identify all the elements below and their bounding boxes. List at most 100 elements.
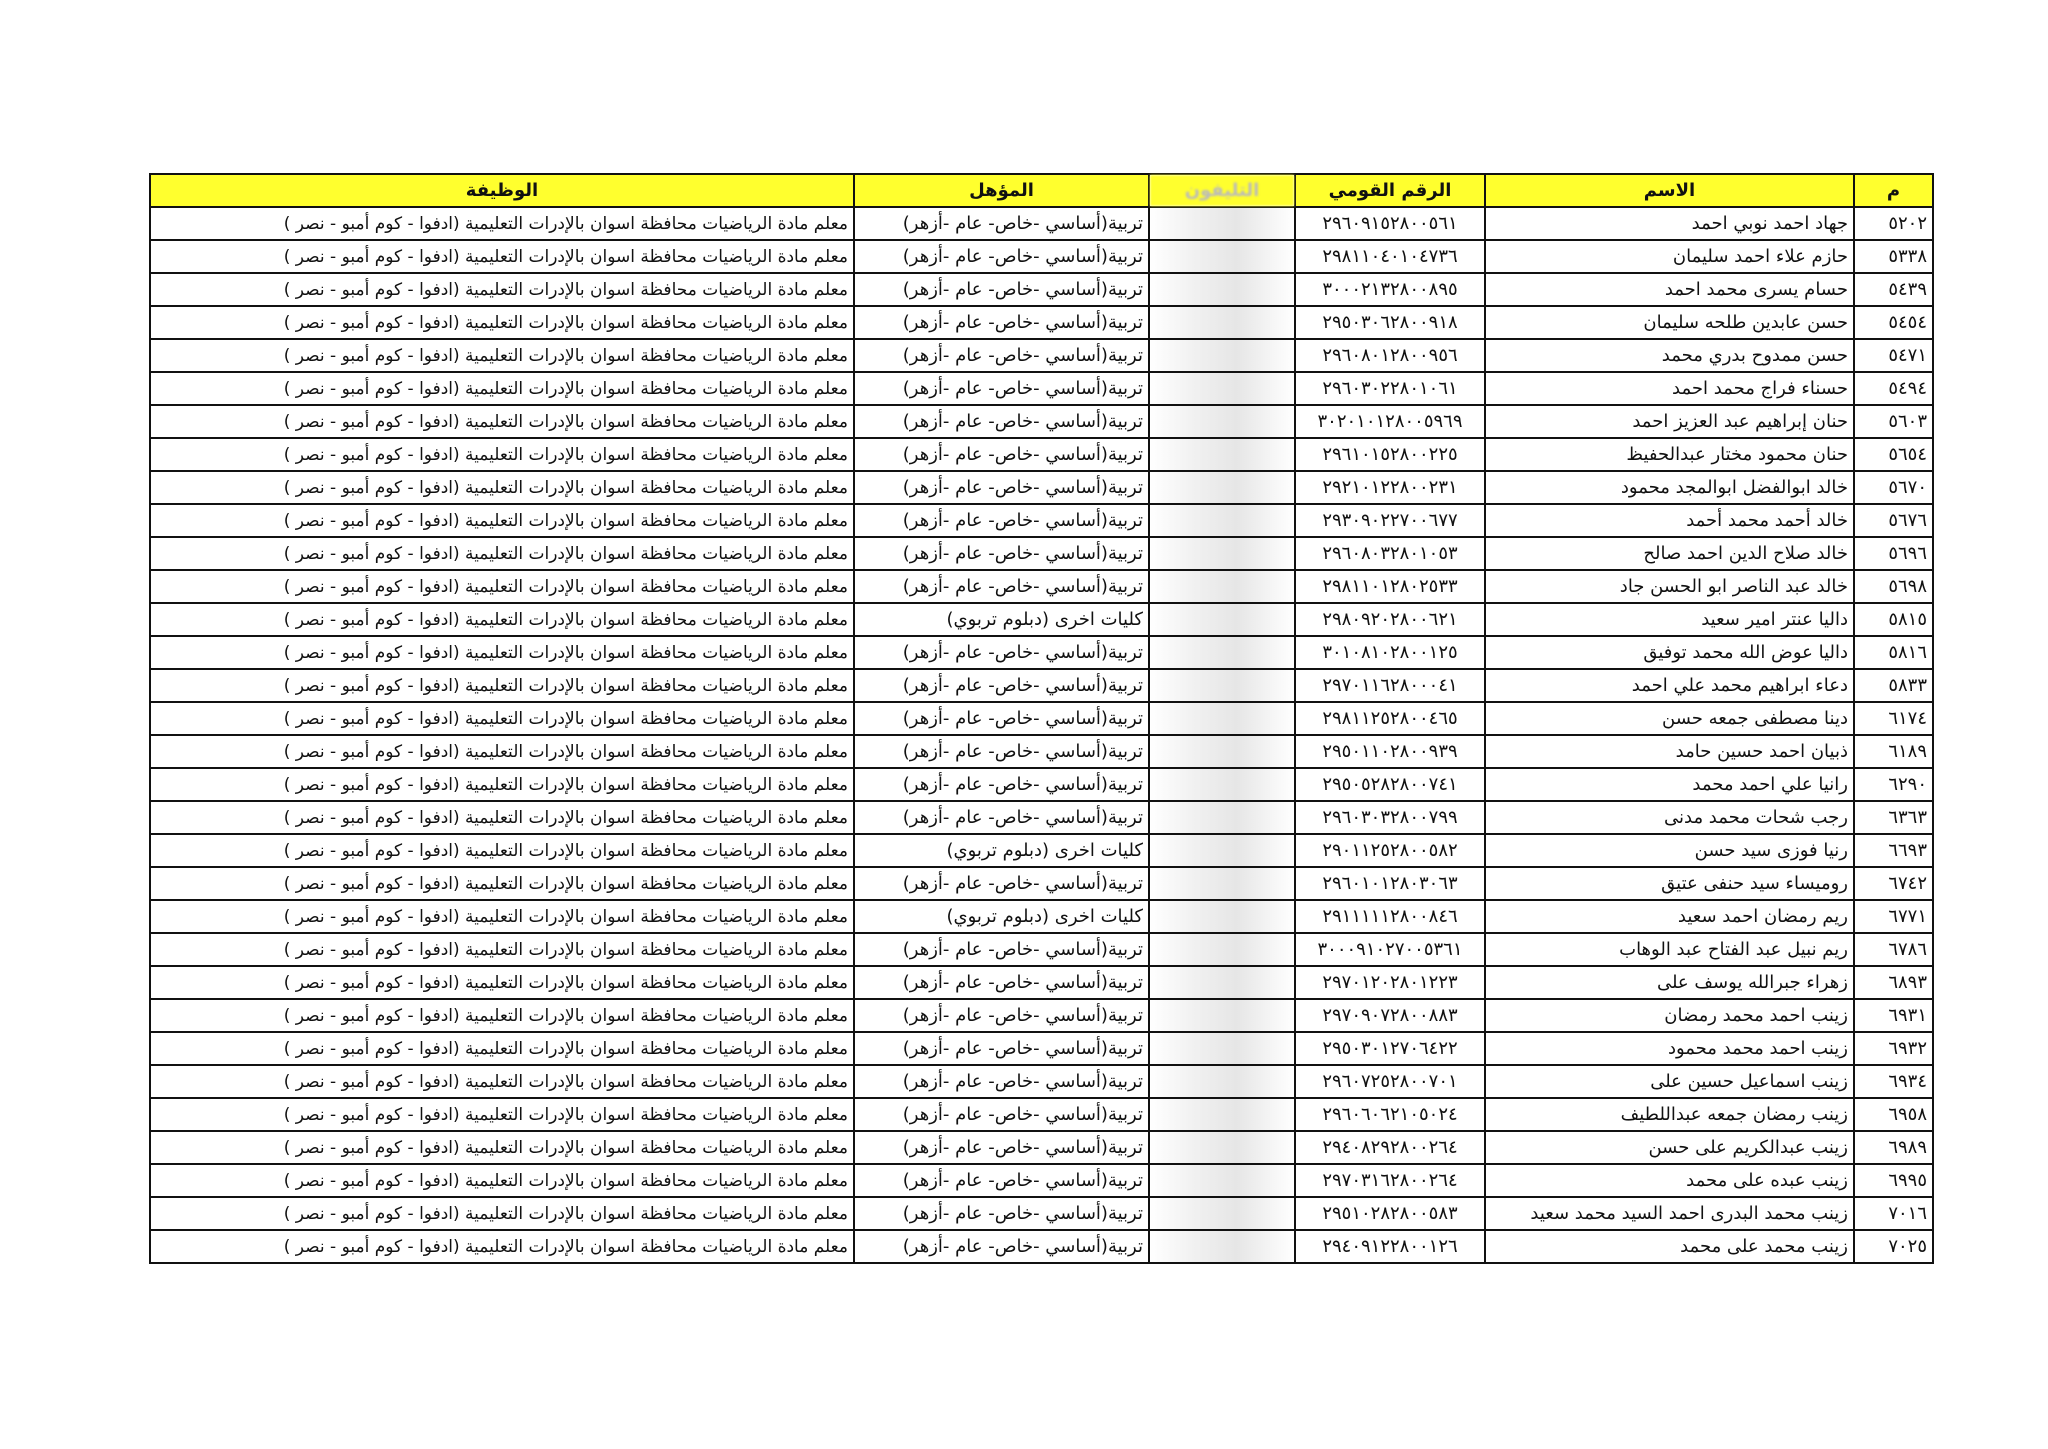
qualification-cell: تربية(أساسي -خاص- عام -أزهر) — [853, 569, 1150, 604]
national-id-cell: ٢٩٦٠٦٠٦٢١٠٥٠٢٤ — [1294, 1097, 1486, 1132]
job-cell: معلم مادة الرياضيات محافظة اسوان بالإدرا… — [149, 1031, 855, 1066]
qualification-cell: تربية(أساسي -خاص- عام -أزهر) — [853, 1031, 1150, 1066]
national-id-cell: ٢٩٥٠٥٢٨٢٨٠٠٧٤١ — [1294, 767, 1486, 802]
national-id-cell: ٢٩٦٠٣٠٣٢٨٠٠٧٩٩ — [1294, 800, 1486, 835]
table-row: ٥٦٩٦ خالد صلاح الدين احمد صالح ٢٩٦٠٨٠٣٢٨٠١… — [149, 536, 1934, 571]
phone-cell-redacted — [1148, 668, 1296, 703]
phone-cell-redacted — [1148, 569, 1296, 604]
national-id-cell: ٢٩٦٠٩١٥٢٨٠٠٥٦١ — [1294, 206, 1486, 241]
phone-cell-redacted — [1148, 1097, 1296, 1132]
name-cell: زهراء جبرالله يوسف على — [1484, 965, 1855, 1000]
name-cell: حسن عابدين طلحه سليمان — [1484, 305, 1855, 340]
index-cell: ٥٦٩٨ — [1853, 569, 1934, 604]
phone-cell-redacted — [1148, 932, 1296, 967]
job-cell: معلم مادة الرياضيات محافظة اسوان بالإدرا… — [149, 800, 855, 835]
table-body: ٥٢٠٢ جهاد احمد نوبي احمد ٢٩٦٠٩١٥٢٨٠٠٥٦١ ترب… — [149, 206, 1934, 1264]
job-cell: معلم مادة الرياضيات محافظة اسوان بالإدرا… — [149, 1064, 855, 1099]
index-cell: ٦٩٨٩ — [1853, 1130, 1934, 1165]
national-id-cell: ٢٩٥٠٣٠٦٢٨٠٠٩١٨ — [1294, 305, 1486, 340]
national-id-header: الرقم القومي — [1294, 173, 1486, 208]
name-cell: زينب عبدالكريم على حسن — [1484, 1130, 1855, 1165]
job-cell: معلم مادة الرياضيات محافظة اسوان بالإدرا… — [149, 470, 855, 505]
index-cell: ٦٩٥٨ — [1853, 1097, 1934, 1132]
table-row: ٧٠١٦ زينب محمد البدرى احمد السيد محمد سعي… — [149, 1196, 1934, 1231]
table-row: ٥٦٩٨ خالد عبد الناصر ابو الحسن جاد ٢٩٨١١٠١… — [149, 569, 1934, 604]
name-cell: رجب شحات محمد مدنى — [1484, 800, 1855, 835]
national-id-cell: ٢٩٥١٠٢٨٢٨٠٠٥٨٣ — [1294, 1196, 1486, 1231]
index-cell: ٥٦٧٦ — [1853, 503, 1934, 538]
index-cell: ٥٨٣٣ — [1853, 668, 1934, 703]
name-cell: داليا عنتر امير سعيد — [1484, 602, 1855, 637]
national-id-cell: ٢٩٧٠١٢٠٢٨٠١٢٢٣ — [1294, 965, 1486, 1000]
table-row: ٥٤٩٤ حسناء فراج محمد احمد ٢٩٦٠٣٠٢٢٨٠١٠٦١ تر… — [149, 371, 1934, 406]
table-row: ٦٩٣١ زينب احمد محمد رمضان ٢٩٧٠٩٠٧٢٨٠٠٨٨٣ تر… — [149, 998, 1934, 1033]
name-cell: حنان إبراهيم عبد العزيز احمد — [1484, 404, 1855, 439]
phone-cell-redacted — [1148, 404, 1296, 439]
index-cell: ٥٤٩٤ — [1853, 371, 1934, 406]
phone-cell-redacted — [1148, 1031, 1296, 1066]
national-id-cell: ٢٩٦٠٨٠٣٢٨٠١٠٥٣ — [1294, 536, 1486, 571]
table-row: ٥٦٥٤ حنان محمود مختار عبدالحفيظ ٢٩٦١٠١٥٢٨٠… — [149, 437, 1934, 472]
qualification-cell: تربية(أساسي -خاص- عام -أزهر) — [853, 800, 1150, 835]
candidates-table: م الاسم الرقم القومي التليفون المؤهل الوظيفة … — [149, 173, 1934, 1264]
job-cell: معلم مادة الرياضيات محافظة اسوان بالإدرا… — [149, 338, 855, 373]
table-row: ٥٦٧٦ خالد أحمد محمد أحمد ٢٩٣٠٩٠٢٢٧٠٠٦٧٧ ترب… — [149, 503, 1934, 538]
phone-cell-redacted — [1148, 338, 1296, 373]
job-cell: معلم مادة الرياضيات محافظة اسوان بالإدرا… — [149, 965, 855, 1000]
job-cell: معلم مادة الرياضيات محافظة اسوان بالإدرا… — [149, 932, 855, 967]
job-cell: معلم مادة الرياضيات محافظة اسوان بالإدرا… — [149, 866, 855, 901]
job-cell: معلم مادة الرياضيات محافظة اسوان بالإدرا… — [149, 272, 855, 307]
job-cell: معلم مادة الرياضيات محافظة اسوان بالإدرا… — [149, 404, 855, 439]
qualification-cell: تربية(أساسي -خاص- عام -أزهر) — [853, 1130, 1150, 1165]
index-cell: ٥٣٣٨ — [1853, 239, 1934, 274]
table-row: ٦٧٨٦ ريم نبيل عبد الفتاح عبد الوهاب ٣٠٠٠٩١… — [149, 932, 1934, 967]
name-cell: روميساء سيد حنفى عتيق — [1484, 866, 1855, 901]
name-cell: جهاد احمد نوبي احمد — [1484, 206, 1855, 241]
phone-cell-redacted — [1148, 767, 1296, 802]
qualification-cell: كليات اخرى (دبلوم تربوي) — [853, 602, 1150, 637]
index-cell: ٥٤٧١ — [1853, 338, 1934, 373]
job-cell: معلم مادة الرياضيات محافظة اسوان بالإدرا… — [149, 998, 855, 1033]
table-row: ٦٧٤٢ روميساء سيد حنفى عتيق ٢٩٦٠١٠١٢٨٠٣٠٦٣ ت… — [149, 866, 1934, 901]
phone-cell-redacted — [1148, 239, 1296, 274]
table-row: ٦٢٩٠ رانيا علي احمد محمد ٢٩٥٠٥٢٨٢٨٠٠٧٤١ ترب… — [149, 767, 1934, 802]
index-cell: ٦٧٤٢ — [1853, 866, 1934, 901]
qualification-cell: تربية(أساسي -خاص- عام -أزهر) — [853, 470, 1150, 505]
table-row: ٥٣٣٨ حازم علاء احمد سليمان ٢٩٨١١٠٤٠١٠٤٧٣٦ ت… — [149, 239, 1934, 274]
qualification-cell: تربية(أساسي -خاص- عام -أزهر) — [853, 239, 1150, 274]
index-cell: ٥٦٠٣ — [1853, 404, 1934, 439]
phone-cell-redacted — [1148, 371, 1296, 406]
phone-cell-redacted — [1148, 272, 1296, 307]
name-cell: زينب اسماعيل حسين على — [1484, 1064, 1855, 1099]
table-row: ٥٦٧٠ خالد ابوالفضل ابوالمجد محمود ٢٩٢١٠١٢٢… — [149, 470, 1934, 505]
name-cell: دعاء ابراهيم محمد علي احمد — [1484, 668, 1855, 703]
qualification-cell: تربية(أساسي -خاص- عام -أزهر) — [853, 734, 1150, 769]
qualification-cell: تربية(أساسي -خاص- عام -أزهر) — [853, 272, 1150, 307]
job-cell: معلم مادة الرياضيات محافظة اسوان بالإدرا… — [149, 602, 855, 637]
table-row: ٦٩٩٥ زينب عبده على محمد ٢٩٧٠٣١٦٢٨٠٠٢٦٤ تربي… — [149, 1163, 1934, 1198]
table-row: ٥٨١٦ داليا عوض الله محمد توفيق ٣٠١٠٨١٠٢٨٠٠… — [149, 635, 1934, 670]
phone-cell-redacted — [1148, 437, 1296, 472]
phone-cell-redacted — [1148, 998, 1296, 1033]
national-id-cell: ٢٩٥٠١١٠٢٨٠٠٩٣٩ — [1294, 734, 1486, 769]
job-cell: معلم مادة الرياضيات محافظة اسوان بالإدرا… — [149, 371, 855, 406]
national-id-cell: ٢٩٨١١٢٥٢٨٠٠٤٦٥ — [1294, 701, 1486, 736]
qualification-cell: تربية(أساسي -خاص- عام -أزهر) — [853, 1229, 1150, 1264]
phone-cell-redacted — [1148, 866, 1296, 901]
phone-cell-redacted — [1148, 734, 1296, 769]
phone-cell-redacted — [1148, 1130, 1296, 1165]
qualification-cell: تربية(أساسي -خاص- عام -أزهر) — [853, 866, 1150, 901]
phone-cell-redacted — [1148, 503, 1296, 538]
national-id-cell: ٢٩٨١١٠٤٠١٠٤٧٣٦ — [1294, 239, 1486, 274]
name-cell: زينب احمد محمد رمضان — [1484, 998, 1855, 1033]
name-cell: حسن ممدوح بدري محمد — [1484, 338, 1855, 373]
name-cell: خالد أحمد محمد أحمد — [1484, 503, 1855, 538]
index-cell: ٦٢٩٠ — [1853, 767, 1934, 802]
national-id-cell: ٢٩٣٠٩٠٢٢٧٠٠٦٧٧ — [1294, 503, 1486, 538]
national-id-cell: ٢٩٨١١٠١٢٨٠٢٥٣٣ — [1294, 569, 1486, 604]
table-row: ٦٩٣٤ زينب اسماعيل حسين على ٢٩٦٠٧٢٥٢٨٠٠٧٠١ ت… — [149, 1064, 1934, 1099]
header-row: م الاسم الرقم القومي التليفون المؤهل الوظيفة — [149, 173, 1934, 208]
phone-cell-redacted — [1148, 1229, 1296, 1264]
name-cell: ريم رمضان احمد سعيد — [1484, 899, 1855, 934]
national-id-cell: ٢٩٤٠٨٢٩٢٨٠٠٢٦٤ — [1294, 1130, 1486, 1165]
